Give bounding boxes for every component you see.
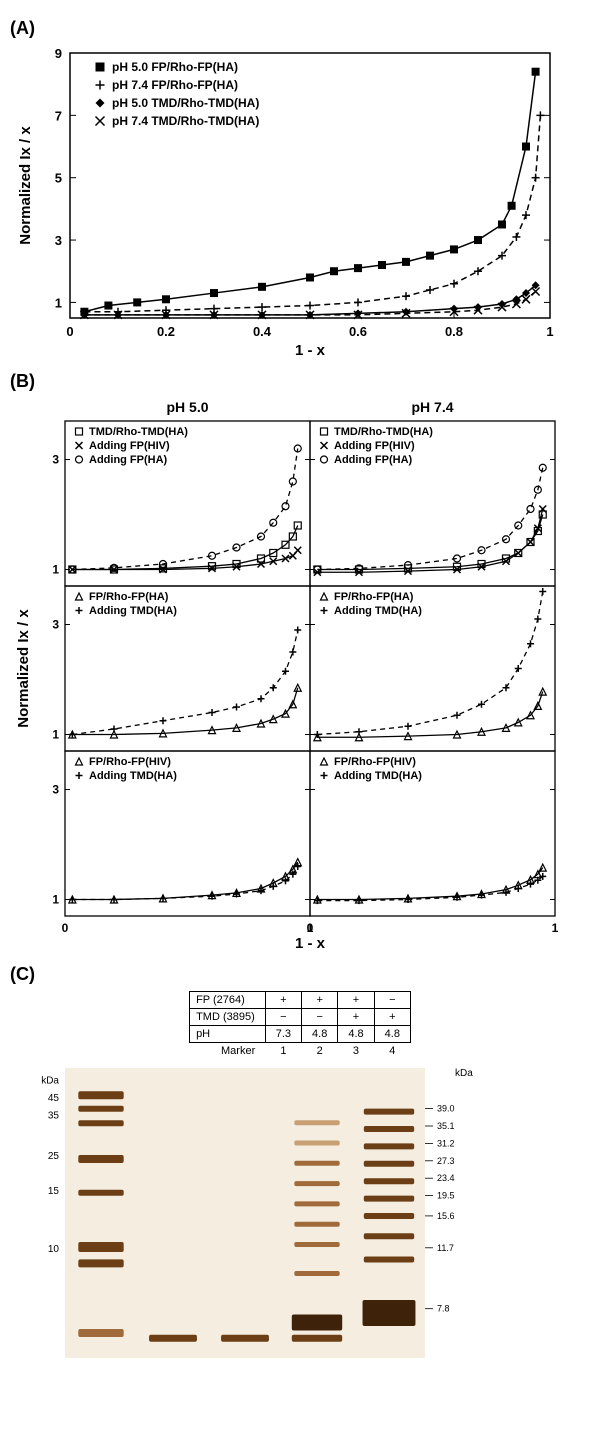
panel-a-label: (A) bbox=[10, 18, 590, 39]
svg-text:Adding TMD(HA): Adding TMD(HA) bbox=[334, 605, 422, 617]
svg-text:0: 0 bbox=[62, 921, 69, 935]
panel-b-label: (B) bbox=[10, 371, 590, 392]
svg-text:9: 9 bbox=[55, 46, 62, 61]
svg-text:11.7: 11.7 bbox=[437, 1243, 454, 1253]
svg-text:35: 35 bbox=[48, 1110, 60, 1121]
svg-text:Adding FP(HIV): Adding FP(HIV) bbox=[89, 440, 170, 452]
svg-text:pH 5.0 FP/Rho-FP(HA): pH 5.0 FP/Rho-FP(HA) bbox=[112, 60, 238, 74]
svg-text:pH 7.4: pH 7.4 bbox=[411, 399, 453, 415]
svg-text:Adding FP(HA): Adding FP(HA) bbox=[334, 454, 413, 466]
svg-text:0: 0 bbox=[307, 921, 314, 935]
svg-text:1: 1 bbox=[55, 295, 62, 310]
svg-text:FP/Rho-FP(HIV): FP/Rho-FP(HIV) bbox=[334, 756, 416, 768]
svg-text:Normalized Ix / x: Normalized Ix / x bbox=[17, 126, 34, 245]
svg-text:35.1: 35.1 bbox=[437, 1121, 455, 1131]
svg-text:1: 1 bbox=[552, 921, 559, 935]
svg-text:1: 1 bbox=[52, 728, 59, 742]
svg-text:FP/Rho-FP(HIV): FP/Rho-FP(HIV) bbox=[89, 756, 171, 768]
svg-text:23.4: 23.4 bbox=[437, 1173, 455, 1183]
svg-text:27.3: 27.3 bbox=[437, 1156, 455, 1166]
svg-text:1: 1 bbox=[546, 324, 553, 339]
svg-text:0.2: 0.2 bbox=[157, 324, 175, 339]
panel-c-label: (C) bbox=[10, 964, 590, 985]
svg-text:7.8: 7.8 bbox=[437, 1304, 450, 1314]
svg-text:Adding FP(HIV): Adding FP(HIV) bbox=[334, 440, 415, 452]
svg-text:25: 25 bbox=[48, 1151, 60, 1162]
svg-text:kDa: kDa bbox=[41, 1076, 59, 1087]
svg-text:Adding TMD(HA): Adding TMD(HA) bbox=[89, 770, 177, 782]
svg-text:15: 15 bbox=[48, 1186, 60, 1197]
gel-conditions-table: FP (2764)+++−TMD (3895)−−++pH7.34.84.84.… bbox=[189, 991, 411, 1059]
svg-text:10: 10 bbox=[48, 1244, 60, 1255]
svg-text:0: 0 bbox=[66, 324, 73, 339]
svg-text:5: 5 bbox=[55, 171, 62, 186]
svg-text:19.5: 19.5 bbox=[437, 1191, 455, 1201]
svg-text:3: 3 bbox=[55, 233, 62, 248]
svg-text:7: 7 bbox=[55, 108, 62, 123]
svg-text:pH 7.4 TMD/Rho-TMD(HA): pH 7.4 TMD/Rho-TMD(HA) bbox=[112, 114, 259, 128]
svg-text:0.4: 0.4 bbox=[253, 324, 272, 339]
panel-a-chart: 0 0.2 0.4 0.6 0.8 1 1 3 5 7 9 1 - x Normalized Ix / … bbox=[10, 43, 590, 363]
svg-text:1: 1 bbox=[52, 563, 59, 577]
svg-text:kDa: kDa bbox=[455, 1068, 473, 1079]
svg-text:FP/Rho-FP(HA): FP/Rho-FP(HA) bbox=[334, 591, 414, 603]
svg-text:pH 7.4 FP/Rho-FP(HA): pH 7.4 FP/Rho-FP(HA) bbox=[112, 78, 238, 92]
svg-text:Adding TMD(HA): Adding TMD(HA) bbox=[334, 770, 422, 782]
svg-text:pH 5.0 TMD/Rho-TMD(HA): pH 5.0 TMD/Rho-TMD(HA) bbox=[112, 96, 259, 110]
svg-text:FP/Rho-FP(HA): FP/Rho-FP(HA) bbox=[89, 591, 169, 603]
svg-text:1 - x: 1 - x bbox=[295, 935, 326, 952]
svg-text:0.8: 0.8 bbox=[445, 324, 463, 339]
gel-image: kDa 45 35 25 15 10 kDa 39.0 35.1 31.2 27.3 23.4 19.5… bbox=[10, 1063, 490, 1383]
panel-b-chart: pH 5.0 pH 7.4 Normalized Ix / x 1 - x 1 3 TMD/… bbox=[10, 396, 590, 956]
svg-text:3: 3 bbox=[52, 783, 59, 797]
panel-c-container: FP (2764)+++−TMD (3895)−−++pH7.34.84.84.… bbox=[10, 991, 590, 1383]
svg-text:0.6: 0.6 bbox=[349, 324, 367, 339]
svg-text:15.6: 15.6 bbox=[437, 1211, 455, 1221]
svg-text:39.0: 39.0 bbox=[437, 1104, 455, 1114]
svg-text:TMD/Rho-TMD(HA): TMD/Rho-TMD(HA) bbox=[334, 426, 433, 438]
svg-text:Adding FP(HA): Adding FP(HA) bbox=[89, 454, 168, 466]
svg-text:1: 1 bbox=[52, 893, 59, 907]
svg-text:Normalized Ix / x: Normalized Ix / x bbox=[15, 609, 32, 728]
svg-text:3: 3 bbox=[52, 618, 59, 632]
svg-text:45: 45 bbox=[48, 1093, 60, 1104]
svg-text:TMD/Rho-TMD(HA): TMD/Rho-TMD(HA) bbox=[89, 426, 188, 438]
svg-text:Adding TMD(HA): Adding TMD(HA) bbox=[89, 605, 177, 617]
svg-text:1 - x: 1 - x bbox=[295, 342, 326, 359]
svg-text:3: 3 bbox=[52, 453, 59, 467]
svg-text:31.2: 31.2 bbox=[437, 1138, 455, 1148]
svg-text:pH 5.0: pH 5.0 bbox=[166, 399, 208, 415]
